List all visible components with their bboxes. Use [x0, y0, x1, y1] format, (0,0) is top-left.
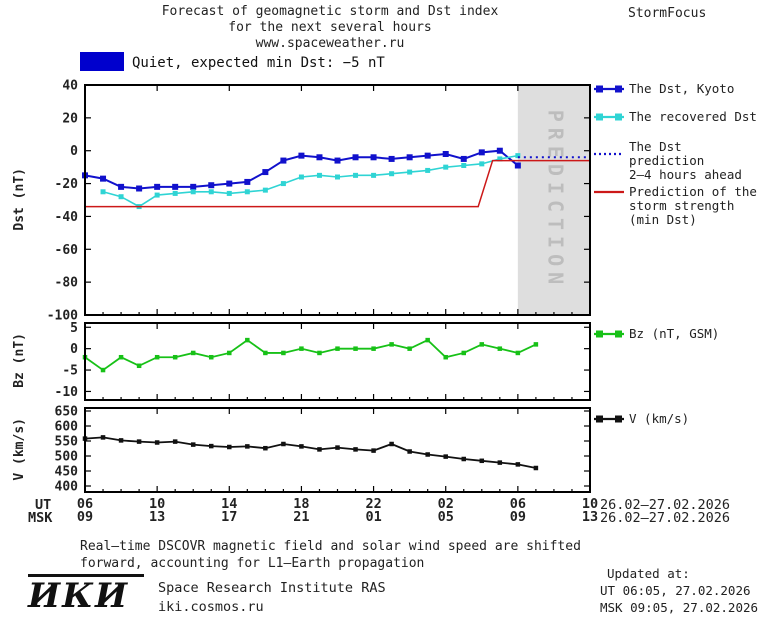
svg-text:18: 18	[293, 496, 309, 512]
svg-text:PREDICTION: PREDICTION	[543, 110, 567, 290]
updated-ut: UT 06:05, 27.02.2026	[600, 583, 751, 598]
legend-dst-kyoto-label: The Dst, Kyoto	[629, 81, 735, 96]
ut-date-range: 26.02–27.02.2026	[600, 497, 731, 513]
svg-text:14: 14	[221, 496, 237, 512]
status-text: Quiet, expected min Dst: −5 nT	[132, 55, 385, 71]
site-url: www.spaceweather.ru	[255, 36, 405, 51]
footnote-line1: Real–time DSCOVR magnetic field and sola…	[80, 539, 581, 554]
svg-text:21: 21	[293, 509, 309, 525]
svg-text:550: 550	[55, 435, 79, 450]
ut-row-label: UT	[35, 497, 52, 513]
page-title: Forecast of geomagnetic storm and Dst in…	[80, 4, 580, 52]
svg-text:-60: -60	[55, 243, 79, 258]
svg-text:13: 13	[149, 509, 165, 525]
svg-text:0: 0	[70, 342, 78, 357]
svg-text:0: 0	[70, 144, 78, 159]
updated-label: Updated at:	[607, 566, 690, 581]
svg-text:650: 650	[55, 405, 79, 420]
legend-bz: Bz (nT, GSM)	[593, 327, 760, 341]
legend-storm-strength: Prediction of the storm strength (min Ds…	[593, 185, 760, 227]
legend-storm-label3: (min Dst)	[629, 212, 697, 227]
msk-row-label: MSK	[28, 510, 53, 526]
svg-text:-40: -40	[55, 210, 79, 225]
svg-text:-5: -5	[62, 364, 78, 379]
svg-text:-100: -100	[47, 309, 78, 324]
legend-v: V (km/s)	[593, 412, 760, 426]
v-swatch-icon	[594, 415, 624, 423]
svg-text:450: 450	[55, 465, 79, 480]
legend-dst-prediction: The Dst prediction 2–4 hours ahead	[593, 140, 760, 182]
svg-text:500: 500	[55, 450, 79, 465]
legend-storm-label1: Prediction of the	[629, 184, 757, 199]
svg-text:400: 400	[55, 480, 79, 495]
svg-text:-80: -80	[55, 276, 79, 291]
institute-website: iki.cosmos.ru	[158, 599, 264, 615]
svg-text:-10: -10	[55, 385, 79, 400]
svg-text:05: 05	[438, 509, 454, 525]
svg-text:600: 600	[55, 420, 79, 435]
svg-text:09: 09	[77, 509, 93, 525]
status-color-swatch	[80, 52, 124, 71]
svg-text:10: 10	[582, 496, 598, 512]
legend-dst-prediction-label1: The Dst prediction	[629, 139, 705, 168]
svg-text:10: 10	[149, 496, 165, 512]
svg-text:13: 13	[582, 509, 598, 525]
page-title-line1: Forecast of geomagnetic storm and Dst in…	[161, 4, 499, 19]
svg-text:22: 22	[365, 496, 381, 512]
storm-strength-swatch-icon	[594, 190, 624, 194]
bz-swatch-icon	[594, 330, 624, 338]
svg-text:40: 40	[62, 79, 78, 94]
page-title-line2: for the next several hours	[228, 20, 432, 35]
legend-recovered-dst-label: The recovered Dst	[629, 109, 757, 124]
iki-logo: ИКИ	[28, 576, 130, 616]
svg-text:06: 06	[77, 496, 93, 512]
legend-recovered-dst: The recovered Dst	[593, 110, 760, 124]
bz-axis-label: Bz (nT)	[12, 333, 27, 388]
svg-text:17: 17	[221, 509, 237, 525]
msk-date-range: 26.02–27.02.2026	[600, 510, 731, 526]
legend-bz-label: Bz (nT, GSM)	[629, 326, 720, 341]
svg-text:-20: -20	[55, 177, 79, 192]
svg-text:06: 06	[510, 496, 526, 512]
dst-axis-label: Dst (nT)	[12, 168, 27, 231]
v-axis-label: V (km/s)	[12, 418, 27, 481]
brand-label: StormFocus	[628, 6, 707, 21]
updated-msk: MSK 09:05, 27.02.2026	[600, 600, 759, 615]
recovered-dst-swatch-icon	[594, 113, 624, 121]
legend-dst-kyoto: The Dst, Kyoto	[593, 82, 760, 96]
svg-text:01: 01	[365, 509, 381, 525]
legend-v-label: V (km/s)	[629, 411, 690, 426]
svg-text:20: 20	[62, 111, 78, 126]
legend-dst-prediction-label2: 2–4 hours ahead	[629, 167, 742, 182]
legend-storm-label2: storm strength	[629, 198, 735, 213]
svg-text:02: 02	[438, 496, 454, 512]
dst-prediction-swatch-icon	[594, 152, 624, 156]
institute-name: Space Research Institute RAS	[158, 580, 386, 596]
svg-text:09: 09	[510, 509, 526, 525]
dst-kyoto-swatch-icon	[594, 85, 624, 93]
footnote-line2: forward, accounting for L1–Earth propaga…	[80, 556, 425, 571]
svg-text:5: 5	[70, 321, 78, 336]
iki-logo-bar	[28, 574, 144, 577]
